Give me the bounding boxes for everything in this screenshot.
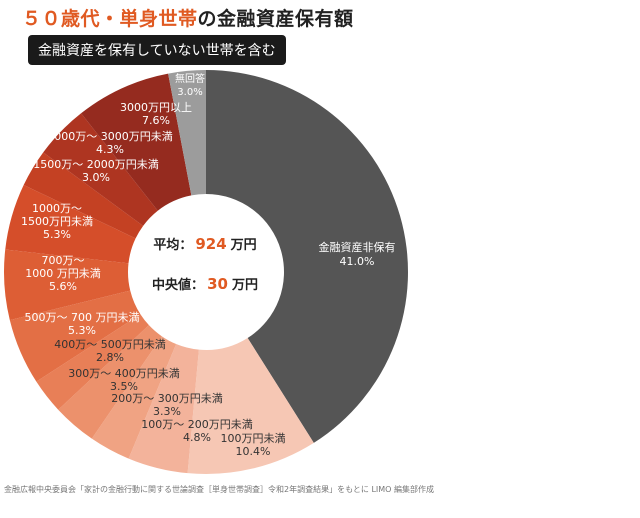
chart-title: ５０歳代・単身世帯の金融資産保有額	[22, 4, 354, 31]
slice-label-5: 300万～ 400万円未満 3.5%	[68, 367, 180, 393]
slice-label-3: 100万～ 200万円未満 4.8%	[141, 418, 253, 444]
slice-label-11: 2000万～ 3000万円未満 4.3%	[47, 130, 173, 156]
slice-5	[58, 325, 162, 439]
slice-8	[3, 249, 131, 321]
slice-13	[168, 70, 206, 196]
slice-10	[23, 152, 144, 239]
slice-label-6: 400万～ 500万円未満 2.8%	[54, 338, 166, 364]
slice-label-4: 200万～ 300万円未満 3.3%	[111, 392, 223, 418]
slice-label-8: 700万～ 1000 万円未満 5.6%	[25, 254, 101, 293]
slice-2	[187, 337, 314, 474]
average-value: 平均： 924 万円	[153, 235, 256, 253]
subtitle-badge: 金融資産を保有していない世帯を含む	[28, 35, 286, 65]
slices	[3, 70, 408, 474]
slice-labels: 金融資産非保有 41.0% 100万円未満 10.4%100万～ 200万円未満 4.8…	[21, 72, 396, 458]
slice-11	[43, 113, 158, 226]
source-note: 金融広報中央委員会「家計の金融行動に関する世論調査［単身世帯調査］令和2年調査結…	[4, 485, 435, 494]
slice-label-10: 1500万～ 2000万円未満 3.0%	[33, 158, 159, 184]
slice-1	[206, 70, 408, 443]
slice-label-1: 金融資産非保有 41.0%	[319, 240, 396, 268]
slice-7	[9, 290, 141, 382]
slice-label-9: 1000万～ 1500万円未満 5.3%	[21, 202, 93, 241]
title-accent: ５０歳代・単身世帯	[22, 8, 198, 30]
title-rest: の金融資産保有額	[197, 8, 354, 30]
slice-label-13: 無回答 3.0%	[175, 72, 205, 98]
slice-12	[81, 73, 192, 211]
slice-9	[5, 185, 136, 264]
slice-label-7: 500万～ 700 万円未満 5.3%	[25, 311, 140, 337]
slice-4	[91, 336, 177, 459]
slice-3	[128, 344, 199, 474]
slice-label-12: 3000万円以上 7.6%	[120, 101, 192, 127]
slice-label-2: 100万円未満 10.4%	[221, 432, 286, 458]
slice-6	[36, 314, 149, 410]
median-value: 中央値： 30 万円	[152, 275, 258, 293]
